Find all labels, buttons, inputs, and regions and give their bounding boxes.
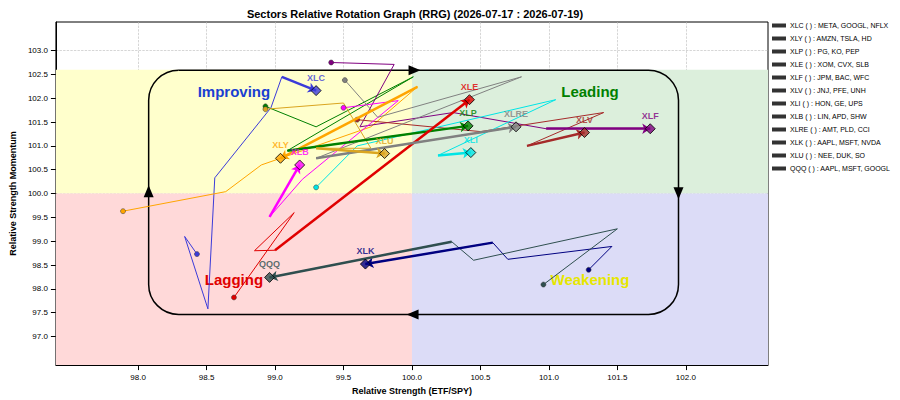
svg-text:XLC ( ) : META, GOOGL, NFLX: XLC ( ) : META, GOOGL, NFLX: [790, 22, 889, 30]
svg-text:XLP ( ) : PG, KO, PEP: XLP ( ) : PG, KO, PEP: [790, 48, 860, 56]
svg-text:101.5: 101.5: [607, 373, 628, 382]
svg-text:100.5: 100.5: [28, 165, 49, 174]
svg-text:XLB: XLB: [291, 147, 310, 157]
svg-text:XLI ( ) : HON, GE, UPS: XLI ( ) : HON, GE, UPS: [790, 100, 863, 108]
svg-text:100.5: 100.5: [470, 373, 491, 382]
svg-text:XLF ( ) : JPM, BAC, WFC: XLF ( ) : JPM, BAC, WFC: [790, 74, 869, 82]
svg-text:XLV ( ) : JNJ, PFE, UNH: XLV ( ) : JNJ, PFE, UNH: [790, 87, 866, 95]
svg-text:98.0: 98.0: [32, 284, 48, 293]
svg-text:XLV: XLV: [576, 115, 593, 125]
svg-text:99.5: 99.5: [336, 373, 352, 382]
svg-text:Leading: Leading: [561, 83, 619, 100]
svg-text:102.5: 102.5: [28, 70, 49, 79]
svg-text:102.0: 102.0: [676, 373, 697, 382]
svg-text:XLY: XLY: [272, 140, 289, 150]
svg-text:XLE: XLE: [461, 82, 479, 92]
svg-text:XLK ( ) : AAPL, MSFT, NVDA: XLK ( ) : AAPL, MSFT, NVDA: [790, 139, 881, 147]
svg-text:XLC: XLC: [307, 73, 326, 83]
svg-text:97.5: 97.5: [32, 308, 48, 317]
svg-text:XLI: XLI: [464, 135, 478, 145]
svg-text:Relative Strength (ETF/SPY): Relative Strength (ETF/SPY): [352, 386, 472, 396]
svg-text:XLRE: XLRE: [504, 109, 528, 119]
svg-text:97.0: 97.0: [32, 332, 48, 341]
svg-text:Lagging: Lagging: [205, 271, 263, 288]
svg-text:101.5: 101.5: [28, 118, 49, 127]
svg-text:100.0: 100.0: [28, 189, 49, 198]
svg-text:101.0: 101.0: [28, 141, 49, 150]
svg-text:103.0: 103.0: [28, 46, 49, 55]
svg-text:XLRE ( ) : AMT, PLD, CCI: XLRE ( ) : AMT, PLD, CCI: [790, 126, 870, 134]
svg-text:98.0: 98.0: [130, 373, 146, 382]
svg-text:XLF: XLF: [642, 111, 660, 121]
svg-text:Relative Strength Momentum: Relative Strength Momentum: [8, 131, 18, 256]
svg-text:102.0: 102.0: [28, 94, 49, 103]
svg-text:QQQ: QQQ: [259, 259, 280, 269]
svg-text:Sectors Relative Rotation Grap: Sectors Relative Rotation Graph (RRG) (2…: [247, 8, 584, 20]
svg-text:99.0: 99.0: [32, 237, 48, 246]
svg-text:XLU: XLU: [376, 136, 394, 146]
svg-text:XLK: XLK: [356, 246, 375, 256]
svg-text:98.5: 98.5: [32, 261, 48, 270]
svg-text:XLY ( ) : AMZN, TSLA, HD: XLY ( ) : AMZN, TSLA, HD: [790, 35, 872, 43]
svg-text:101.0: 101.0: [539, 373, 560, 382]
svg-text:99.5: 99.5: [32, 213, 48, 222]
svg-text:100.0: 100.0: [402, 373, 423, 382]
svg-text:XLP: XLP: [459, 108, 477, 118]
svg-text:99.0: 99.0: [267, 373, 283, 382]
svg-text:Improving: Improving: [198, 83, 271, 100]
svg-text:98.5: 98.5: [199, 373, 215, 382]
svg-text:XLB ( ) : LIN, APD, SHW: XLB ( ) : LIN, APD, SHW: [790, 113, 867, 121]
svg-text:QQQ ( ) : AAPL, MSFT, GOOGL: QQQ ( ) : AAPL, MSFT, GOOGL: [790, 165, 890, 173]
svg-text:XLE ( ) : XOM, CVX, SLB: XLE ( ) : XOM, CVX, SLB: [790, 61, 869, 69]
svg-text:XLU ( ) : NEE, DUK, SO: XLU ( ) : NEE, DUK, SO: [790, 152, 866, 160]
svg-text:Weakening: Weakening: [551, 271, 630, 288]
